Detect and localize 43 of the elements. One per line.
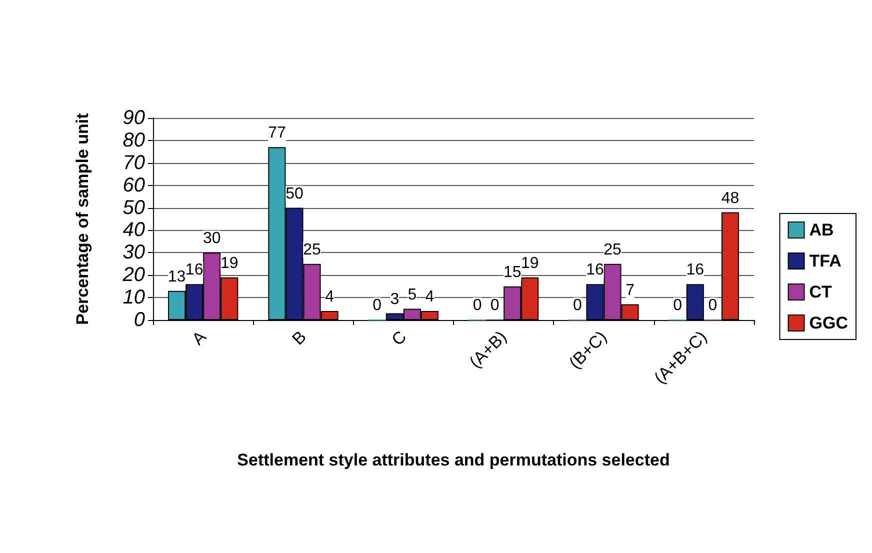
legend-label: GGC (809, 314, 848, 332)
x-tick-label: B (288, 327, 310, 349)
data-label: 0 (490, 297, 500, 314)
data-label: 16 (686, 262, 704, 279)
x-axis-title: Settlement style attributes and permutations selected (237, 450, 670, 470)
legend-label: TFA (809, 252, 842, 270)
data-label: 19 (220, 254, 238, 272)
y-tick-label: 20 (122, 264, 145, 286)
y-tick-label: 50 (122, 196, 145, 219)
x-tick-label: A (188, 326, 210, 349)
data-label: 0 (673, 297, 682, 314)
y-tick-label: 60 (122, 174, 145, 196)
data-label: 50 (286, 185, 304, 202)
x-tick-label: C (388, 327, 410, 350)
y-tick-label: 40 (122, 219, 145, 242)
legend-label: CT (809, 282, 833, 302)
data-label: 4 (425, 288, 434, 306)
data-label: 0 (573, 297, 582, 314)
data-label: 0 (372, 297, 382, 314)
y-tick-label: 30 (122, 242, 145, 264)
y-tick-label: 70 (122, 152, 145, 174)
data-label: 3 (390, 290, 400, 308)
data-label: 48 (721, 190, 740, 207)
y-tick-label: 0 (134, 309, 145, 331)
data-label: 7 (626, 282, 635, 299)
y-tick-label: 80 (122, 129, 145, 152)
data-label: 16 (185, 262, 204, 279)
data-label: 30 (202, 230, 221, 248)
data-label: 25 (303, 241, 322, 258)
y-tick-label: 10 (122, 286, 145, 309)
data-label: 15 (503, 264, 522, 281)
data-label: 25 (604, 241, 622, 258)
data-label: 19 (520, 254, 539, 272)
data-label: 0 (472, 297, 482, 314)
legend-label: AB (809, 220, 834, 240)
data-label: 5 (408, 286, 417, 304)
data-label: 0 (708, 297, 718, 314)
data-label: 77 (268, 124, 286, 142)
data-label: 4 (325, 288, 334, 306)
data-label: 13 (168, 268, 186, 286)
data-label: 16 (586, 262, 604, 279)
y-tick-label: 90 (122, 107, 145, 129)
y-axis-title: Percentage of sample unit (73, 112, 92, 325)
